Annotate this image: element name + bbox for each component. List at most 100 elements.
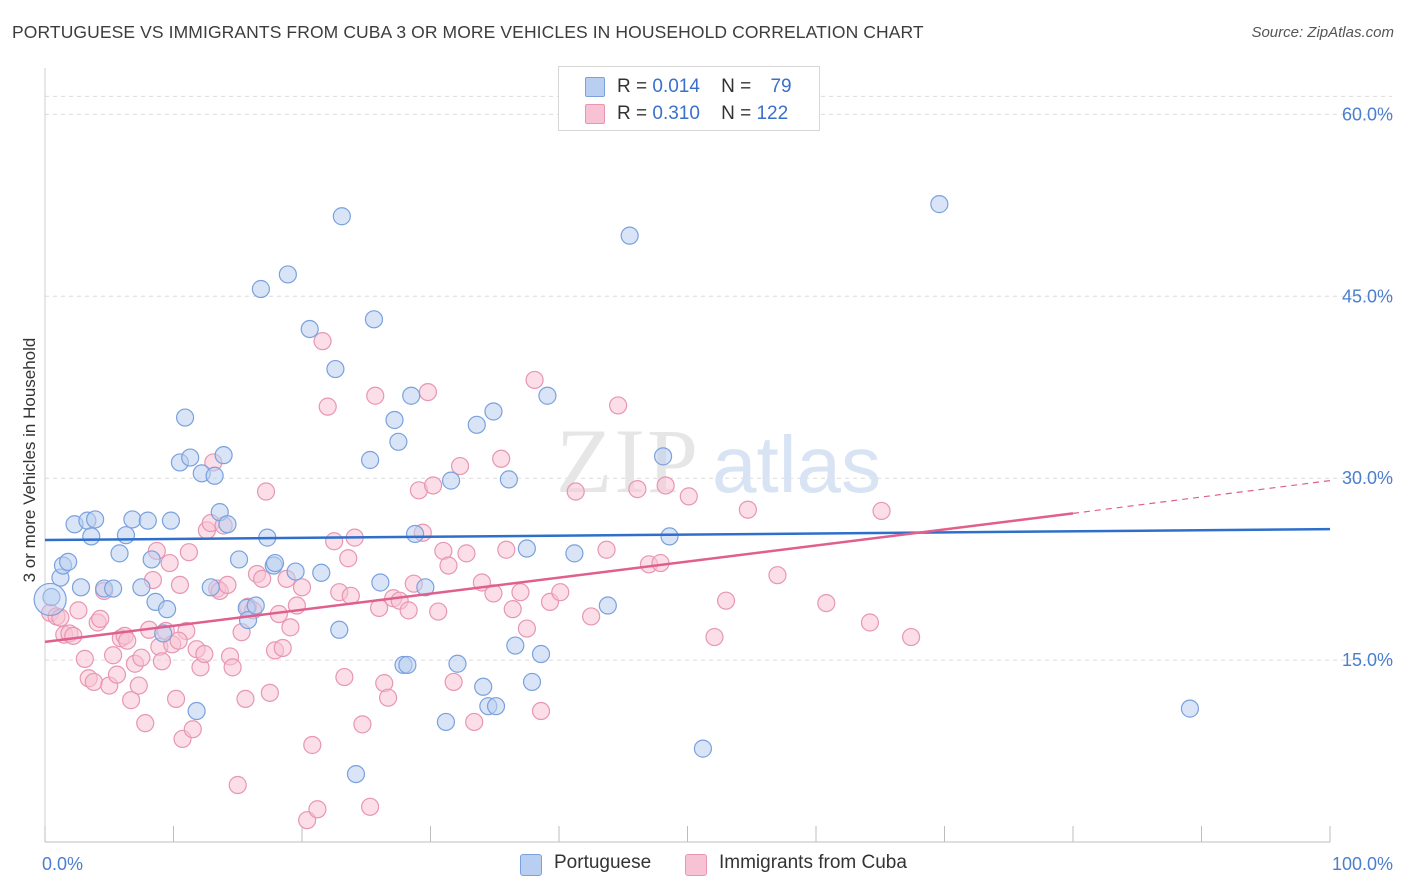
cuba-point <box>353 715 372 734</box>
portuguese-point <box>201 578 220 597</box>
portuguese-point <box>484 402 503 421</box>
cuba-point <box>566 482 585 501</box>
portuguese-point <box>187 701 206 721</box>
cuba-point <box>716 591 736 610</box>
portuguese-point <box>330 620 349 639</box>
cuba-point <box>84 672 103 692</box>
portuguese-point <box>436 712 456 732</box>
tick-labels: 15.0% 30.0% 45.0% 60.0% 0.0% 100.0% <box>42 104 1393 874</box>
cuba-point <box>256 482 276 501</box>
cuba-point <box>179 543 199 562</box>
cuba-point <box>260 683 279 702</box>
portuguese-point <box>326 359 345 379</box>
cuba-point <box>183 720 202 739</box>
y-tick-label: 60.0% <box>1342 104 1393 124</box>
cuba-point <box>531 701 551 721</box>
portuguese-point <box>441 471 461 490</box>
portuguese-point <box>364 310 384 329</box>
portuguese-point <box>161 511 181 530</box>
cuba-trend-extension <box>1072 480 1331 514</box>
cuba-point <box>679 487 698 506</box>
cuba-point <box>525 370 544 390</box>
cuba-point <box>366 386 385 405</box>
cuba-point <box>492 449 511 468</box>
cuba-point <box>597 540 616 559</box>
portuguese-point <box>251 279 270 299</box>
legend-swatch-blue <box>520 854 542 876</box>
portuguese-point <box>389 432 408 451</box>
portuguese-point <box>660 527 679 546</box>
watermark-atlas: atlas <box>712 420 881 509</box>
cuba-point <box>51 608 70 627</box>
legend-swatch-blue <box>585 77 605 97</box>
legend-n-label: N = <box>721 76 752 97</box>
y-tick-label: 15.0% <box>1342 650 1393 670</box>
portuguese-point <box>157 600 177 619</box>
cuba-point <box>318 397 337 416</box>
portuguese-point <box>448 654 467 673</box>
legend-r-value: 0.014 <box>652 76 700 97</box>
portuguese-point <box>332 207 351 226</box>
legend-n-value: 122 <box>756 103 789 124</box>
legend-r-label: R = <box>617 103 648 124</box>
cuba-point <box>872 501 891 521</box>
legend-label-portuguese: Portuguese <box>554 852 652 873</box>
cuba-point <box>170 575 190 595</box>
x-tick-label: 0.0% <box>42 854 83 874</box>
portuguese-point <box>218 515 237 534</box>
portuguese-point <box>385 410 404 430</box>
portuguese-point <box>278 265 297 284</box>
axis-layer <box>44 68 1331 843</box>
cuba-point <box>118 631 137 650</box>
cuba-point <box>223 658 242 677</box>
legend-r-label: R = <box>617 76 648 97</box>
portuguese-point <box>300 319 319 339</box>
y-tick-label: 45.0% <box>1342 286 1393 306</box>
cuba-point <box>64 626 83 645</box>
cuba-point <box>901 627 921 647</box>
cuba-point <box>551 583 570 602</box>
cuba-point <box>339 549 358 568</box>
legend-swatch-pink <box>685 854 707 876</box>
cuba-point <box>628 480 647 499</box>
portuguese-point <box>286 562 305 581</box>
cuba-point <box>228 775 247 795</box>
cuba-point <box>450 456 470 476</box>
portuguese-point <box>506 636 525 655</box>
portuguese-trend-line <box>44 527 1331 542</box>
portuguese-point <box>154 624 173 643</box>
cuba-point <box>195 644 214 664</box>
cuba-point <box>308 800 327 819</box>
portuguese-point <box>138 511 157 530</box>
cuba-point <box>107 665 127 684</box>
portuguese-points <box>33 195 1200 784</box>
portuguese-point <box>132 578 151 597</box>
y-tick-label: 30.0% <box>1342 468 1393 488</box>
cuba-point <box>75 649 94 668</box>
portuguese-point <box>110 544 129 563</box>
watermark: ZIP atlas <box>556 410 881 512</box>
portuguese-point <box>59 552 78 571</box>
portuguese-point <box>620 226 639 245</box>
cuba-point <box>582 607 601 626</box>
cuba-trend-line <box>44 512 1074 644</box>
portuguese-point <box>214 446 233 465</box>
stats-legend: R = 0.014 N = 79 R = 0.310 N = 122 <box>558 66 820 131</box>
portuguese-point <box>181 448 200 467</box>
portuguese-point <box>653 447 673 466</box>
cuba-point <box>335 667 354 687</box>
portuguese-point <box>565 544 584 563</box>
legend-label-cuba: Immigrants from Cuba <box>719 852 907 873</box>
cuba-point <box>444 672 463 692</box>
portuguese-point <box>246 596 265 615</box>
portuguese-point <box>930 195 949 214</box>
cuba-point <box>313 332 332 351</box>
cuba-point <box>129 676 148 695</box>
portuguese-point <box>361 450 380 470</box>
cuba-point <box>423 476 443 495</box>
portuguese-point <box>517 539 536 558</box>
portuguese-point <box>371 573 390 592</box>
cuba-point <box>273 638 292 658</box>
cuba-point <box>429 602 448 621</box>
